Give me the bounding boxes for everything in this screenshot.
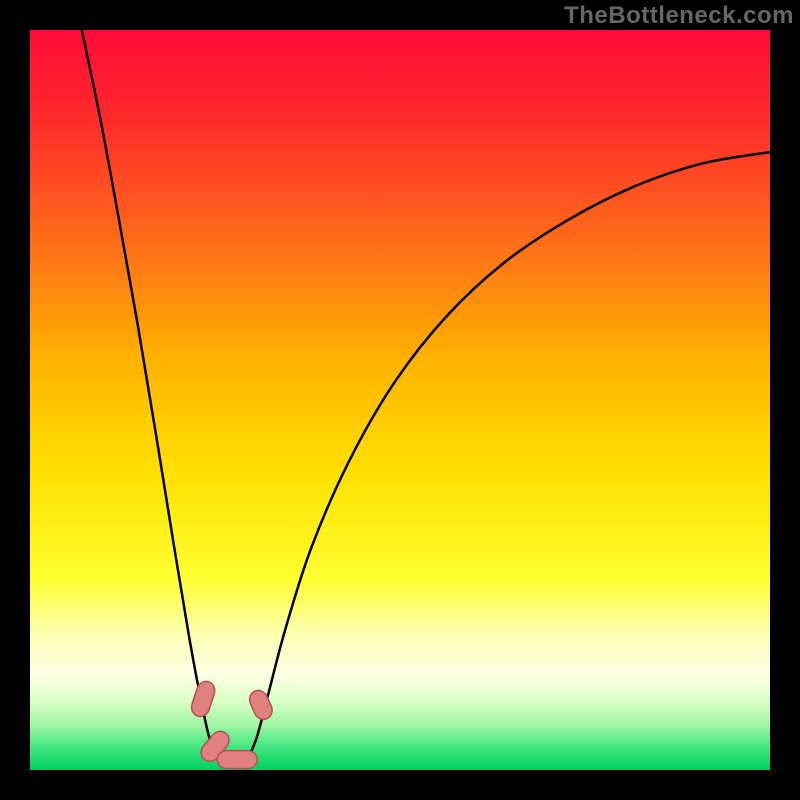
chart-svg [0,0,800,800]
marker-capsule [217,751,257,769]
chart-canvas: TheBottleneck.com [0,0,800,800]
watermark-text: TheBottleneck.com [564,2,794,30]
plot-background [30,30,770,770]
